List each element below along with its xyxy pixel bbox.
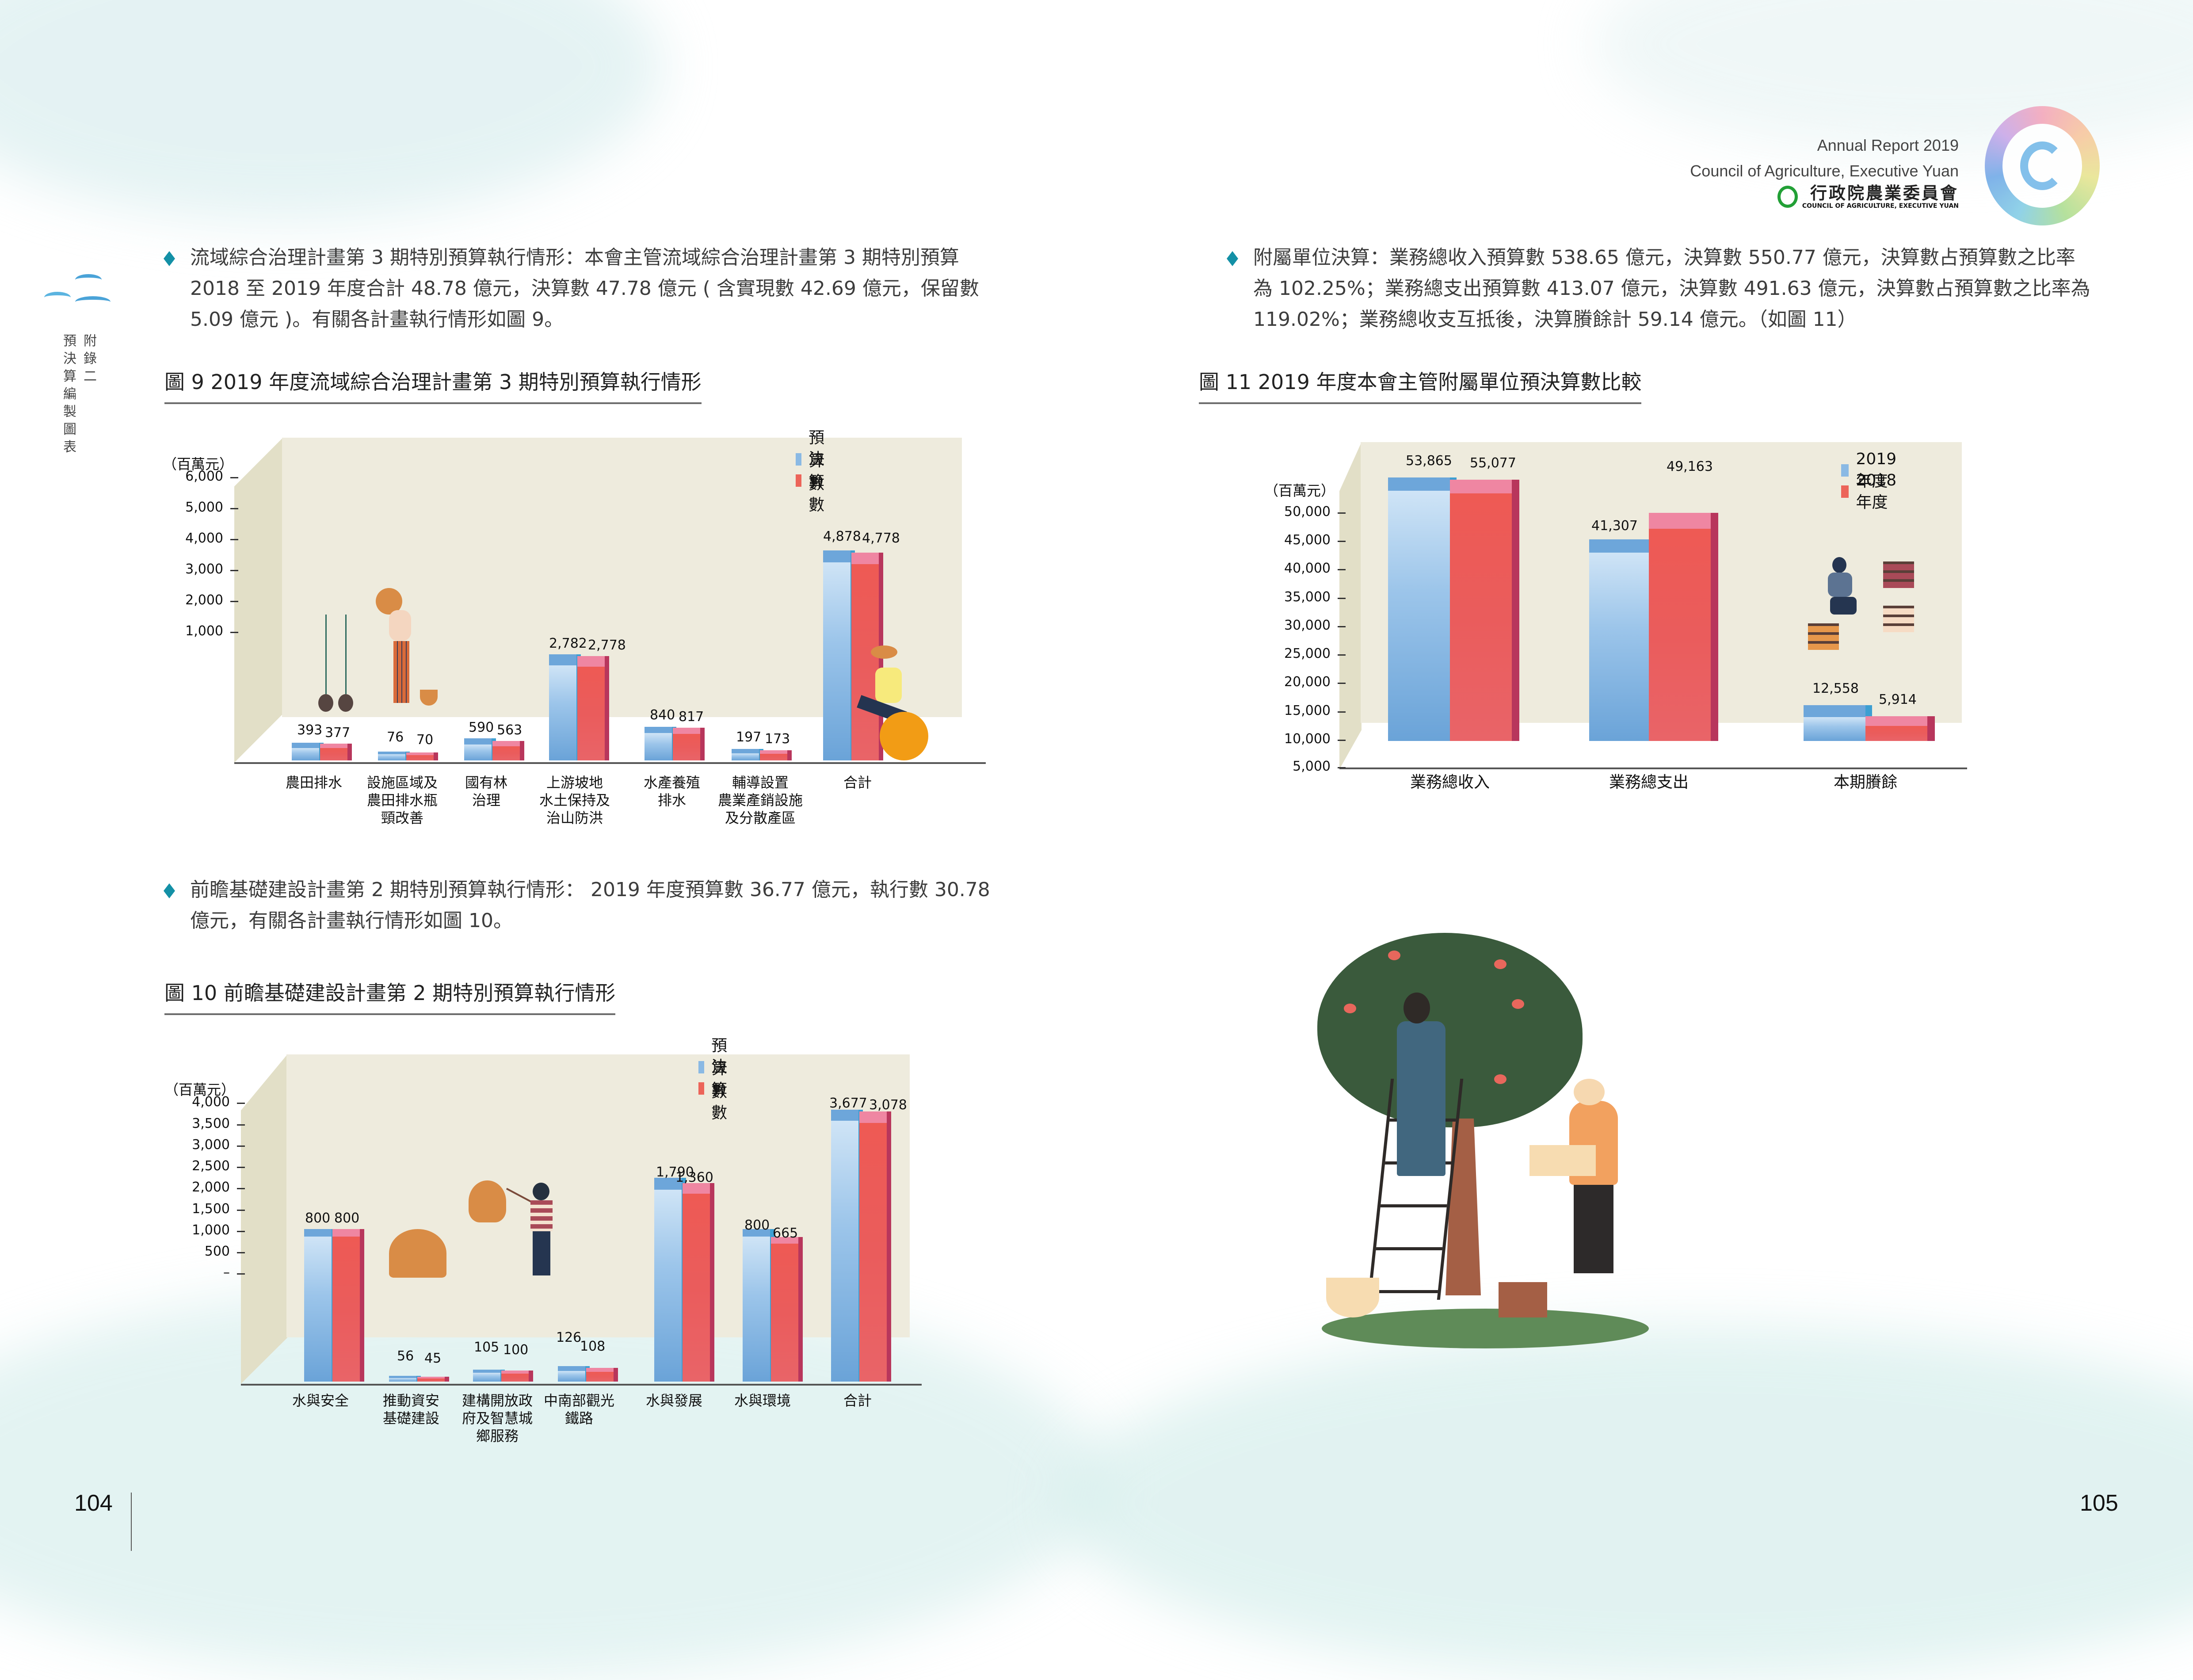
bar-fig9-budget-4 xyxy=(645,727,676,760)
org-name-en: COUNCIL OF AGRICULTURE, EXECUTIVE YUAN xyxy=(1802,202,1959,210)
bar-fig10-actual-0 xyxy=(332,1229,364,1382)
fig11-legend: 2019年度 2018年度 xyxy=(1841,450,1901,512)
paragraph-watershed: 流域綜合治理計畫第 3 期特別預算執行情形：本會主管流域綜合治理計畫第 3 期特… xyxy=(164,242,995,335)
legend-swatch-blue xyxy=(1841,464,1849,477)
header-line1: Annual Report 2019 xyxy=(1817,136,1959,154)
bullet-diamond-icon xyxy=(164,883,175,898)
woman-on-pumpkin-illustration xyxy=(831,645,937,765)
woman-with-vegetable-crates-illustration xyxy=(1808,553,1949,672)
bar-fig10-actual-6 xyxy=(859,1111,891,1382)
farmer-overalls xyxy=(1397,1021,1445,1176)
bar-fig10-actual-2 xyxy=(501,1371,533,1382)
paragraph-subsidiary-units: 附屬單位決算：業務總收入預算數 538.65 億元，決算數 550.77 億元，… xyxy=(1227,242,2093,335)
bar-fig11-2018-1 xyxy=(1649,513,1718,741)
fig11-title: 圖 11 2019 年度本會主管附屬單位預決算數比較 xyxy=(1199,366,1642,404)
fig10-legend: 預算數 決算數 xyxy=(698,1037,734,1122)
legend-swatch-red xyxy=(796,474,802,487)
bar-fig9-actual-0 xyxy=(320,744,352,760)
fig9-title: 圖 9 2019 年度流域綜合治理計畫第 3 期特別預算執行情形 xyxy=(164,366,702,404)
sidebar-appendix-label: 附錄二 xyxy=(84,333,97,384)
legend-swatch-blue xyxy=(796,453,802,466)
fig9-legend: 預算數 決算數 xyxy=(796,429,831,514)
bar-fig10-budget-4 xyxy=(654,1178,686,1382)
watercolor-wash xyxy=(1591,0,2193,155)
bar-fig10-budget-6 xyxy=(831,1110,863,1382)
bullet-diamond-icon xyxy=(164,251,175,266)
page-number-left: 104 xyxy=(74,1490,113,1516)
bar-fig10-budget-5 xyxy=(743,1229,774,1382)
bar-fig9-budget-3 xyxy=(549,654,581,760)
bar-fig10-actual-3 xyxy=(586,1368,618,1382)
bar-fig10-budget-0 xyxy=(304,1229,336,1382)
coa-logo-icon xyxy=(1777,186,1798,208)
bar-fig9-actual-1 xyxy=(406,752,438,760)
fig10-y-unit: （百萬元） xyxy=(164,1081,236,1098)
legend-swatch-red xyxy=(1841,485,1849,498)
page-number-right: 105 xyxy=(2080,1490,2118,1516)
bar-fig9-budget-5 xyxy=(732,749,763,760)
bar-fig11-2019-0 xyxy=(1388,477,1457,741)
legend-swatch-red xyxy=(698,1082,705,1095)
bar-fig10-budget-3 xyxy=(558,1366,590,1382)
fig10-title: 圖 10 前瞻基礎建設計畫第 2 期特別預算執行情形 xyxy=(164,977,616,1015)
birds-icon xyxy=(44,274,115,314)
header-line2: Council of Agriculture, Executive Yuan xyxy=(1690,162,1959,180)
bar-fig11-2018-2 xyxy=(1865,716,1935,741)
apple-harvest-illustration xyxy=(1308,933,1671,1384)
fig11-y-unit: （百萬元） xyxy=(1264,482,1335,499)
bar-fig9-budget-0 xyxy=(292,743,324,760)
annual-report-emblem-icon xyxy=(1985,106,2100,225)
paragraph-forward-looking: 前瞻基礎建設計畫第 2 期特別預算執行情形： 2019 年度預算數 36.77 … xyxy=(164,874,995,936)
bar-fig9-actual-3 xyxy=(577,656,609,760)
bar-fig11-2018-0 xyxy=(1450,480,1519,741)
bar-fig10-budget-2 xyxy=(473,1370,505,1382)
bar-fig9-actual-2 xyxy=(492,741,524,760)
bar-fig9-actual-4 xyxy=(673,728,705,760)
watercolor-wash xyxy=(0,1282,1105,1680)
bar-fig9-actual-5 xyxy=(760,750,792,760)
fig9-y-unit: （百萬元） xyxy=(163,456,234,473)
sidebar-section-label: 預決算編製圖表 xyxy=(63,333,76,455)
report-header: Annual Report 2019 Council of Agricultur… xyxy=(1690,133,1959,210)
page-divider xyxy=(131,1493,132,1551)
bar-fig10-actual-4 xyxy=(683,1183,714,1382)
bullet-diamond-icon xyxy=(1227,251,1238,266)
legend-swatch-blue xyxy=(698,1061,705,1073)
farmer-with-haystack-illustration xyxy=(389,1141,619,1317)
bar-fig10-budget-1 xyxy=(389,1376,421,1382)
bar-fig10-actual-1 xyxy=(417,1377,449,1382)
org-name-zh: 行政院農業委員會 xyxy=(1810,183,1959,203)
watercolor-wash xyxy=(0,0,663,221)
bar-fig11-2019-1 xyxy=(1589,539,1658,741)
bar-fig11-2019-2 xyxy=(1804,705,1872,741)
bar-fig10-actual-5 xyxy=(771,1237,803,1382)
bar-fig9-budget-1 xyxy=(378,752,410,760)
farmer-picking-tomatoes-illustration xyxy=(318,544,477,721)
bar-fig9-budget-2 xyxy=(464,738,496,760)
